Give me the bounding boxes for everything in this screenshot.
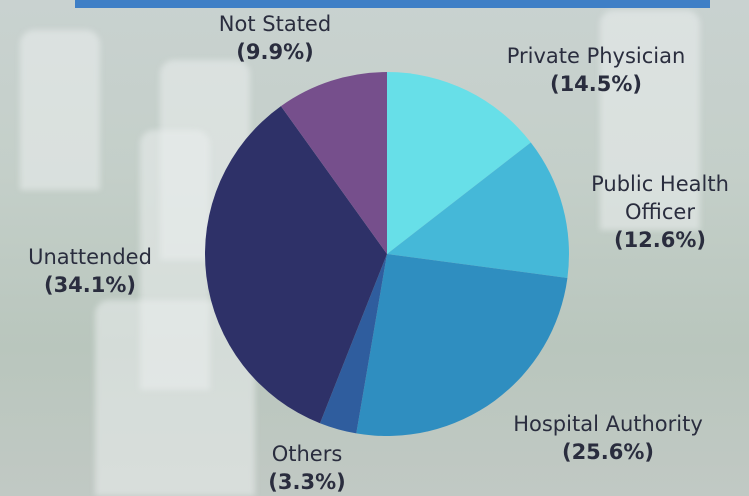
pie-slice: [356, 254, 568, 437]
value-label: (14.5%): [549, 72, 643, 96]
background-stone: [600, 10, 700, 230]
category-label: Unattended: [28, 245, 152, 269]
value-label: (34.1%): [43, 273, 137, 297]
category-label: Hospital Authority: [513, 412, 703, 436]
slice-label: Not Stated (9.9%): [185, 10, 365, 66]
pie-slice: [204, 106, 387, 424]
pie-slice: [280, 72, 387, 254]
slice-label: Hospital Authority (25.6%): [468, 410, 748, 466]
value-label: (9.9%): [236, 40, 314, 64]
category-label: Others: [271, 442, 343, 466]
slice-label: Others (3.3%): [247, 440, 367, 496]
category-label: Public Health Officer: [591, 172, 729, 224]
background-stone: [20, 30, 100, 190]
value-label: (12.6%): [613, 228, 707, 252]
value-label: (25.6%): [561, 440, 655, 464]
category-label: Not Stated: [218, 12, 332, 36]
pie-slice: [387, 72, 531, 254]
category-label: Private Physician: [506, 44, 686, 68]
slice-label: Unattended (34.1%): [0, 243, 190, 299]
top-bar: [75, 0, 710, 8]
pie-slice: [387, 142, 570, 278]
pie-slice: [320, 254, 387, 434]
slice-label: Public Health Officer (12.6%): [585, 170, 735, 254]
value-label: (3.3%): [268, 470, 346, 494]
slice-label: Private Physician (14.5%): [466, 42, 726, 98]
